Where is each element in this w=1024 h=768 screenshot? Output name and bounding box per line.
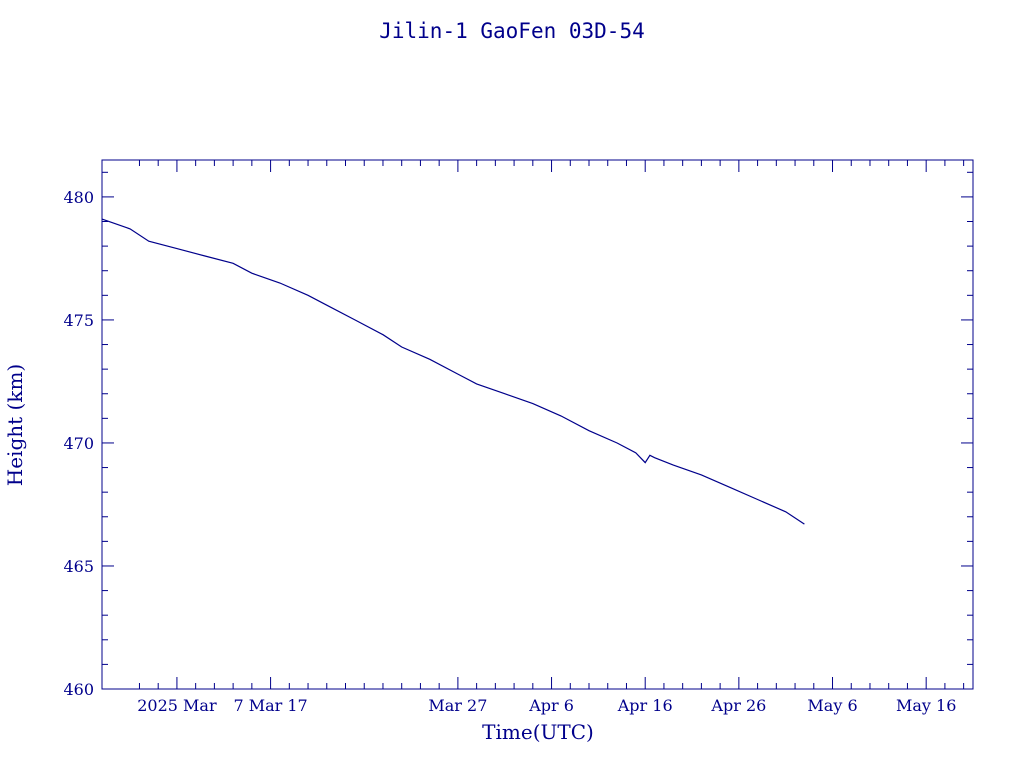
- y-axis: 460 465 470 475 480: [63, 171, 973, 699]
- x-tick-label: May 16: [896, 696, 956, 715]
- x-tick-label: 2025 Mar: [137, 696, 217, 715]
- y-tick-label: 470: [63, 434, 94, 453]
- x-tick-label: Mar 27: [428, 696, 487, 715]
- chart-title: Jilin-1 GaoFen 03D-54: [379, 19, 645, 43]
- plot-frame: [101, 159, 974, 690]
- x-axis: 2025 Mar 7 Mar 17 Mar 27 Apr 6 Apr 16 Apr 26 M…: [137, 160, 965, 715]
- y-tick-label: 465: [63, 557, 94, 576]
- y-axis-label: Height (km): [3, 364, 27, 486]
- y-tick-label: 480: [63, 188, 94, 207]
- x-tick-label: Apr 26: [710, 696, 766, 715]
- x-tick-label: Apr 16: [617, 696, 673, 715]
- x-tick-label: May 6: [807, 696, 857, 715]
- y-tick-label: 460: [63, 680, 94, 699]
- x-tick-label: Apr 6: [528, 696, 574, 715]
- height-series-line: [101, 218, 805, 525]
- x-axis-label: Time(UTC): [482, 720, 594, 744]
- y-tick-label: 475: [63, 311, 94, 330]
- x-tick-label: 7 Mar 17: [233, 696, 307, 715]
